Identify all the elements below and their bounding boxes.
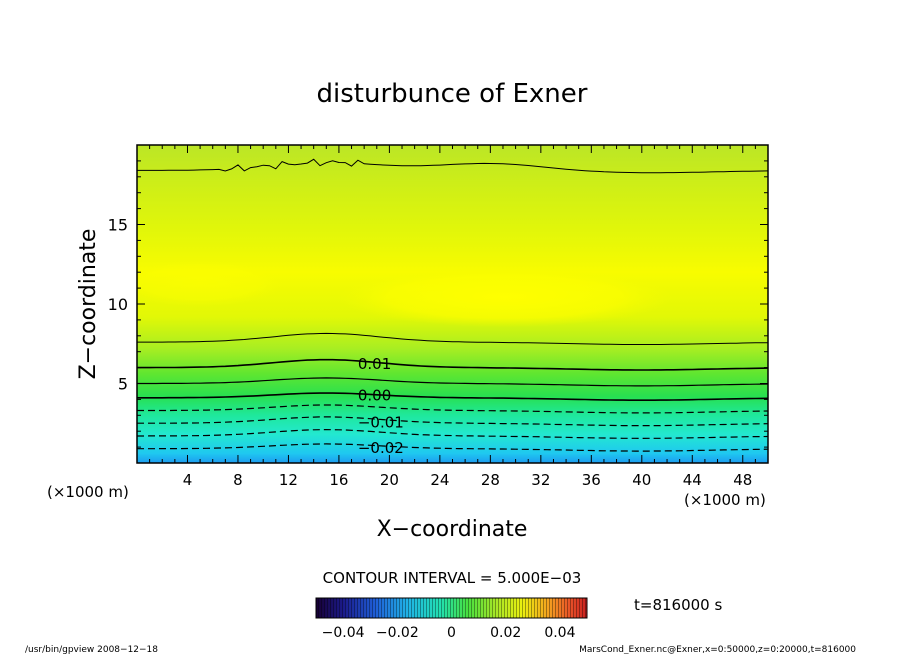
colorbar-frame <box>315 597 588 619</box>
x-tick-label: 24 <box>430 471 449 489</box>
colorbar-tick-label: −0.04 <box>322 625 365 641</box>
contour-label: 0.00 <box>358 387 391 405</box>
x-unit-left: (×1000 m) <box>47 483 129 501</box>
colorbar-tick-label: 0.04 <box>544 625 575 641</box>
colorbar-stripes <box>316 598 587 618</box>
colorbar-tick-label: −0.02 <box>376 625 419 641</box>
time-label: t=816000 s <box>634 596 722 614</box>
contour-interval-label: CONTOUR INTERVAL = 5.000E−03 <box>323 569 582 587</box>
x-tick-label: 44 <box>683 471 702 489</box>
y-tick-labels: 5 10 15 <box>108 216 128 394</box>
colorbar-tick-labels: −0.04 −0.02 0 0.02 0.04 <box>322 625 576 641</box>
x-unit-right: (×1000 m) <box>684 491 766 509</box>
footer-right: MarsCond_Exner.nc@Exner,x=0:50000,z=0:20… <box>579 645 856 654</box>
y-tick-label: 10 <box>108 295 128 314</box>
contour-label: −0.01 <box>358 414 404 432</box>
contour-label: −0.02 <box>358 439 404 457</box>
contour-line <box>137 443 768 452</box>
contour-line <box>137 158 768 174</box>
contour-line <box>137 377 768 387</box>
axis-ticks <box>137 145 768 463</box>
x-tick-label: 32 <box>531 471 550 489</box>
x-axis-label: X−coordinate <box>377 517 528 542</box>
x-tick-label: 28 <box>481 471 500 489</box>
x-tick-label: 36 <box>582 471 601 489</box>
x-tick-label: 16 <box>329 471 348 489</box>
contour-line <box>137 404 768 414</box>
contour-line <box>137 332 768 345</box>
x-tick-label: 4 <box>183 471 193 489</box>
x-tick-labels: 4 8 12 16 20 24 28 32 36 40 44 48 <box>183 471 753 489</box>
x-tick-label: 20 <box>380 471 399 489</box>
x-tick-label: 40 <box>632 471 651 489</box>
contour-labels: 0.01 0.00 −0.01 −0.02 <box>358 355 404 457</box>
colorbar-tick-label: 0 <box>447 625 456 641</box>
contour-line <box>137 428 768 440</box>
x-tick-label: 48 <box>733 471 752 489</box>
contour-lines <box>137 158 768 452</box>
maximum-region <box>337 267 673 327</box>
y-axis-label: Z−coordinate <box>76 229 101 380</box>
colorbar-tick-label: 0.02 <box>490 625 521 641</box>
chart-title: disturbunce of Exner <box>317 79 588 109</box>
y-tick-label: 15 <box>108 216 128 235</box>
contour-label: 0.01 <box>358 355 391 373</box>
contour-line <box>137 416 768 427</box>
x-tick-label: 8 <box>233 471 243 489</box>
plot-area <box>137 145 768 463</box>
footer-left: /usr/bin/gpview 2008−12−18 <box>25 645 158 654</box>
contour-line <box>137 358 768 371</box>
contour-line <box>137 392 768 401</box>
x-tick-label: 12 <box>279 471 298 489</box>
secondary-maximum-region <box>137 259 285 307</box>
y-tick-label: 5 <box>118 375 128 394</box>
colorbar: −0.04 −0.02 0 0.02 0.04 <box>315 597 588 641</box>
